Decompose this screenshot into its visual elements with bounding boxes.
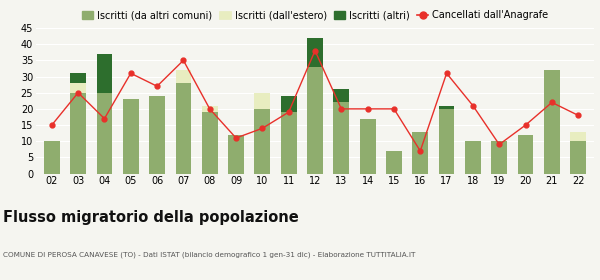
Bar <box>149 96 165 174</box>
Bar <box>465 141 481 174</box>
Bar <box>176 70 191 83</box>
Bar <box>70 73 86 83</box>
Bar <box>123 99 139 174</box>
Bar <box>97 54 112 93</box>
Bar <box>491 141 507 174</box>
Bar <box>70 83 86 93</box>
Bar <box>307 67 323 174</box>
Bar <box>44 141 59 174</box>
Bar <box>176 83 191 174</box>
Bar <box>571 141 586 174</box>
Bar <box>254 93 270 109</box>
Bar <box>412 132 428 174</box>
Text: Flusso migratorio della popolazione: Flusso migratorio della popolazione <box>3 210 299 225</box>
Bar <box>518 135 533 174</box>
Bar <box>386 151 402 174</box>
Bar <box>202 112 218 174</box>
Bar <box>439 106 455 109</box>
Bar <box>281 96 296 112</box>
Bar <box>334 90 349 102</box>
Bar <box>202 106 218 112</box>
Bar <box>228 135 244 174</box>
Bar <box>254 109 270 174</box>
Bar <box>439 109 455 174</box>
Bar <box>571 132 586 141</box>
Bar <box>360 119 376 174</box>
Legend: Iscritti (da altri comuni), Iscritti (dall'estero), Iscritti (altri), Cancellati: Iscritti (da altri comuni), Iscritti (da… <box>82 10 548 20</box>
Text: COMUNE DI PEROSA CANAVESE (TO) - Dati ISTAT (bilancio demografico 1 gen-31 dic) : COMUNE DI PEROSA CANAVESE (TO) - Dati IS… <box>3 252 415 258</box>
Bar <box>307 38 323 67</box>
Bar <box>334 102 349 174</box>
Bar <box>281 112 296 174</box>
Bar <box>97 93 112 174</box>
Bar <box>70 93 86 174</box>
Bar <box>544 70 560 174</box>
